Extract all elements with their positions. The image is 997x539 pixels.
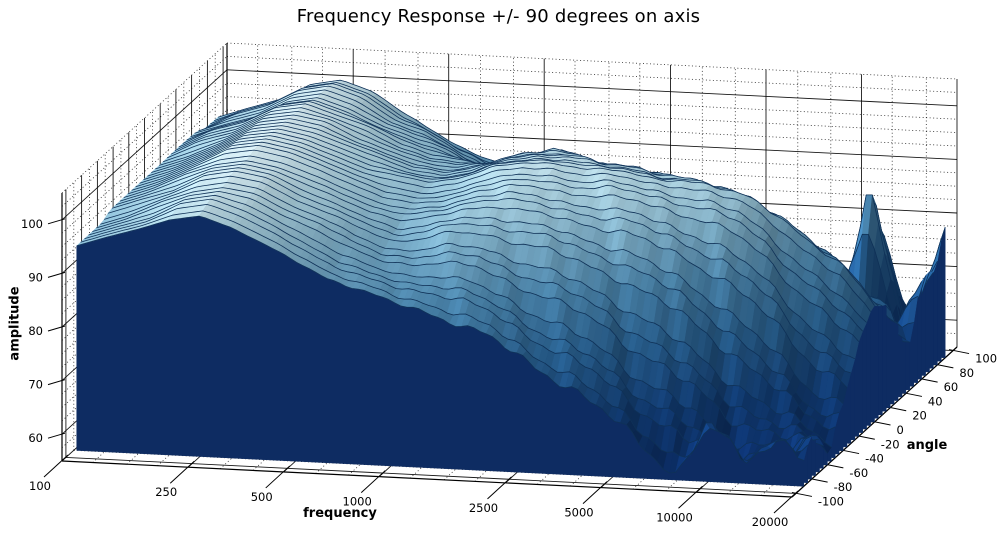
x-tick-label: 500 xyxy=(251,490,273,504)
y-tick-label: 40 xyxy=(928,394,943,408)
surface xyxy=(76,79,946,487)
z-tick-label: 60 xyxy=(28,431,43,445)
z-tick-label: 90 xyxy=(28,270,43,284)
x-tick-label: 1000 xyxy=(343,495,372,509)
y-tick-label: 100 xyxy=(975,352,997,366)
z-tick-label: 80 xyxy=(28,324,43,338)
chart-title: Frequency Response +/- 90 degrees on axi… xyxy=(296,6,701,27)
y-tick-label: 0 xyxy=(897,423,904,437)
x-axis: 100 250 500 1000 2500 5000 10000 20000 xyxy=(29,454,799,529)
x-tick-label: 2500 xyxy=(469,501,498,515)
y-tick-label: -100 xyxy=(818,494,844,508)
y-tick-label: 20 xyxy=(912,409,927,423)
y-tick-label: 60 xyxy=(944,380,959,394)
x-tick-label: 20000 xyxy=(752,515,789,529)
x-tick-label: 100 xyxy=(29,479,51,493)
y-tick-label: -60 xyxy=(849,466,868,480)
z-axis-label: amplitude xyxy=(7,286,23,361)
x-tick-label: 10000 xyxy=(656,510,693,524)
x-tick-label: 250 xyxy=(155,485,177,499)
y-tick-label: -20 xyxy=(881,437,900,451)
y-tick-label: -80 xyxy=(834,480,853,494)
z-tick-label: 70 xyxy=(28,378,43,392)
y-axis-label: angle xyxy=(906,438,948,453)
x-axis-label: frequency xyxy=(303,506,377,521)
x-tick-label: 5000 xyxy=(564,506,593,520)
y-tick-label: -40 xyxy=(865,452,884,466)
y-tick-label: 80 xyxy=(959,366,974,380)
z-tick-label: 100 xyxy=(21,217,43,231)
